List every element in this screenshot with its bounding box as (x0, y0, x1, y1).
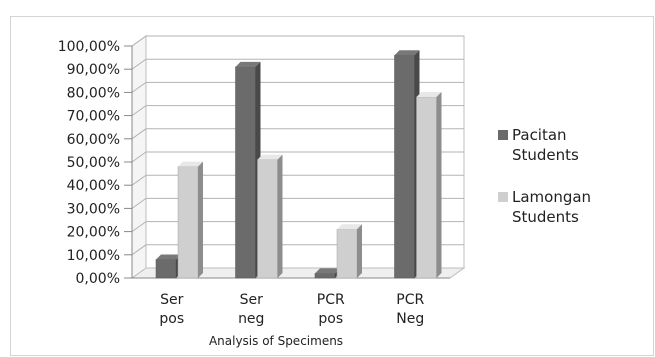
legend-swatch (498, 130, 508, 140)
gridline (131, 105, 464, 117)
y-tick-label: 0,00% (76, 271, 120, 287)
y-tick-label: 30,00% (67, 201, 120, 217)
bar-front (235, 66, 256, 279)
x-tick-label: pos (318, 311, 343, 327)
bar-front (314, 273, 336, 279)
legend-label: Lamongan (512, 188, 591, 206)
x-tick-label: neg (238, 311, 264, 327)
x-axis-label: Analysis of Specimens (209, 334, 343, 348)
gridline (131, 174, 464, 186)
x-tick-label: Neg (396, 311, 424, 327)
y-tick-label: 90,00% (67, 62, 120, 78)
bar-top (178, 161, 203, 167)
bar-front (155, 259, 177, 279)
gridline (131, 197, 464, 209)
bar-front (177, 166, 199, 279)
bar-top (235, 61, 261, 67)
bar-side (436, 92, 442, 278)
y-tick-label: 50,00% (67, 155, 120, 171)
bar-front (336, 229, 358, 279)
legend-label: Students (512, 146, 579, 164)
bar-front (394, 55, 415, 279)
x-tick-label: PCR (317, 292, 345, 308)
bar-front (416, 96, 437, 279)
legend-label: Pacitan (512, 126, 567, 144)
bar-side (198, 161, 203, 278)
bar-top (394, 50, 420, 56)
x-tick-label: Ser (240, 292, 264, 308)
y-tick-label: 10,00% (67, 248, 120, 264)
bar-top (416, 92, 442, 98)
gridline (131, 35, 464, 47)
bar-side (357, 224, 362, 278)
x-tick-label: pos (159, 311, 184, 327)
y-tick-label: 20,00% (67, 225, 120, 241)
legend-label: Students (512, 208, 579, 226)
bar-top (315, 268, 340, 274)
x-tick-label: PCR (396, 292, 424, 308)
bar-top (156, 254, 181, 260)
bar-top (337, 224, 362, 230)
bar-side (277, 154, 283, 278)
y-tick-label: 40,00% (67, 178, 120, 194)
y-tick-label: 60,00% (67, 132, 120, 148)
gridline (131, 58, 464, 70)
y-tick-label: 70,00% (67, 109, 120, 125)
gridline (131, 151, 464, 163)
y-tick-label: 80,00% (67, 85, 120, 101)
gridline (131, 128, 464, 140)
gridline (131, 221, 464, 233)
legend-swatch (498, 192, 508, 202)
bar-top (257, 154, 283, 160)
bar-front (257, 159, 278, 279)
gridline (131, 81, 464, 93)
y-tick-label: 100,00% (58, 39, 120, 55)
x-tick-label: Ser (160, 292, 184, 308)
